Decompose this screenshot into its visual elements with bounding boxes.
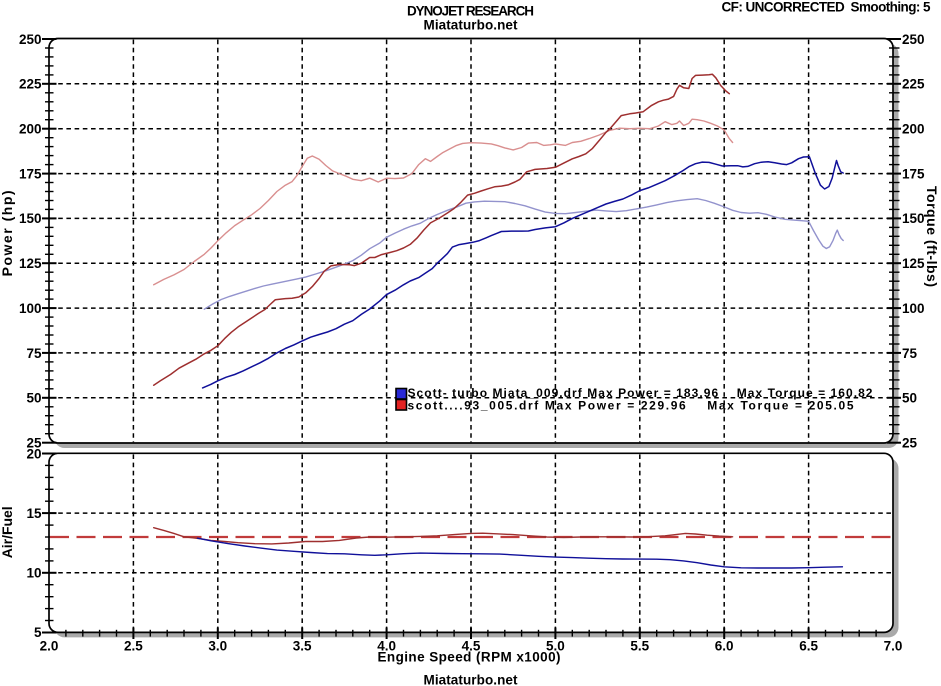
svg-text:175: 175 bbox=[19, 166, 42, 181]
svg-text:20: 20 bbox=[26, 446, 41, 461]
svg-text:Scott- turbo Miata_009.drf Max: Scott- turbo Miata_009.drf Max Power = 1… bbox=[408, 386, 873, 400]
svg-text:2.0: 2.0 bbox=[40, 639, 59, 654]
svg-text:150: 150 bbox=[902, 211, 925, 226]
svg-text:225: 225 bbox=[19, 77, 42, 92]
svg-text:200: 200 bbox=[902, 122, 925, 137]
svg-text:125: 125 bbox=[19, 256, 42, 271]
svg-text:150: 150 bbox=[19, 211, 42, 226]
svg-text:Miataturbo.net: Miataturbo.net bbox=[424, 18, 519, 33]
svg-text:10: 10 bbox=[26, 566, 41, 581]
svg-text:100: 100 bbox=[902, 301, 925, 316]
svg-text:225: 225 bbox=[902, 77, 925, 92]
svg-text:25: 25 bbox=[26, 436, 42, 451]
svg-text:200: 200 bbox=[19, 122, 42, 137]
svg-text:50: 50 bbox=[902, 391, 917, 406]
svg-text:6.5: 6.5 bbox=[799, 639, 818, 654]
svg-text:Miataturbo.net: Miataturbo.net bbox=[424, 673, 519, 686]
svg-text:CF: UNCORRECTED Smoothing: 5: CF: UNCORRECTED Smoothing: 5 bbox=[722, 0, 931, 15]
svg-text:Air/Fuel: Air/Fuel bbox=[0, 506, 15, 558]
svg-text:2.5: 2.5 bbox=[124, 639, 143, 654]
svg-text:125: 125 bbox=[902, 256, 925, 271]
svg-text:7.0: 7.0 bbox=[884, 639, 903, 654]
svg-text:DYNOJET RESEARCH: DYNOJET RESEARCH bbox=[407, 4, 534, 19]
svg-text:Torque (ft-lbs): Torque (ft-lbs) bbox=[924, 186, 940, 287]
svg-text:250: 250 bbox=[19, 32, 42, 47]
svg-text:5: 5 bbox=[34, 625, 42, 640]
svg-text:75: 75 bbox=[26, 346, 42, 361]
svg-text:scott....93_005.drf Max Power: scott....93_005.drf Max Power = 229.96 M… bbox=[408, 399, 854, 413]
svg-text:50: 50 bbox=[26, 391, 41, 406]
svg-text:5.5: 5.5 bbox=[630, 639, 649, 654]
svg-text:Power (hp): Power (hp) bbox=[0, 190, 15, 276]
svg-text:3.5: 3.5 bbox=[293, 639, 312, 654]
svg-text:25: 25 bbox=[902, 436, 918, 451]
svg-text:Engine Speed (RPM x1000): Engine Speed (RPM x1000) bbox=[378, 650, 561, 665]
svg-text:6.0: 6.0 bbox=[715, 639, 734, 654]
svg-text:75: 75 bbox=[902, 346, 918, 361]
svg-text:250: 250 bbox=[902, 32, 925, 47]
svg-text:5.0: 5.0 bbox=[546, 639, 565, 654]
svg-text:4.0: 4.0 bbox=[377, 639, 396, 654]
svg-text:15: 15 bbox=[26, 506, 42, 521]
svg-text:100: 100 bbox=[19, 301, 42, 316]
svg-text:4.5: 4.5 bbox=[462, 639, 481, 654]
svg-text:3.0: 3.0 bbox=[208, 639, 227, 654]
svg-text:175: 175 bbox=[902, 166, 925, 181]
